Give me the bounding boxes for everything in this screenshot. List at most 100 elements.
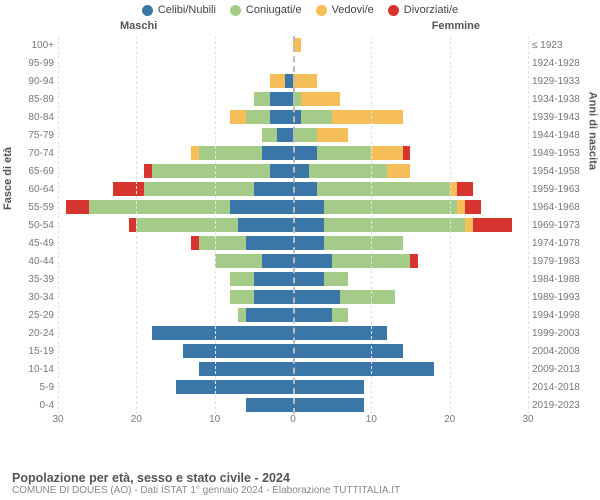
population-pyramid-chart: 100+≤ 192395-991924-192890-941929-193385…	[0, 36, 600, 428]
female-bar	[293, 290, 528, 304]
x-axis: 3020100102030	[14, 414, 586, 428]
female-bar	[293, 200, 528, 214]
bar-segment	[324, 218, 465, 232]
bar-segment	[293, 182, 317, 196]
age-row: 30-341989-1993	[14, 288, 586, 306]
male-bar	[58, 110, 293, 124]
male-bar	[58, 182, 293, 196]
bar-segment	[324, 200, 457, 214]
legend: Celibi/NubiliConiugati/eVedovi/eDivorzia…	[0, 0, 600, 20]
bar-segment	[199, 146, 262, 160]
male-bar	[58, 272, 293, 286]
bar-segment	[254, 290, 293, 304]
age-label: 85-89	[14, 94, 58, 105]
age-row: 90-941929-1933	[14, 72, 586, 90]
female-bar	[293, 272, 528, 286]
age-row: 70-741949-1953	[14, 144, 586, 162]
bar-segment	[293, 272, 324, 286]
male-bar	[58, 380, 293, 394]
bar-row	[58, 290, 528, 304]
bar-segment	[262, 254, 293, 268]
age-row: 60-64 1959-1963	[14, 180, 586, 198]
bar-segment	[254, 92, 270, 106]
bar-segment	[332, 254, 410, 268]
birth-year-label: 1964-1968	[528, 202, 586, 213]
female-bar	[293, 398, 528, 412]
male-bar	[58, 164, 293, 178]
bar-segment	[293, 164, 309, 178]
chart-footer: Popolazione per età, sesso e stato civil…	[12, 471, 588, 496]
bar-segment	[293, 38, 301, 52]
bar-segment	[199, 362, 293, 376]
bar-segment	[89, 200, 230, 214]
chart-title: Popolazione per età, sesso e stato civil…	[12, 471, 588, 485]
legend-swatch	[316, 5, 327, 16]
birth-year-label: 1969-1973	[528, 220, 586, 231]
bar-segment	[293, 236, 324, 250]
birth-year-label: 1984-1988	[528, 274, 586, 285]
female-bar	[293, 362, 528, 376]
bar-segment	[144, 164, 152, 178]
bar-segment	[293, 308, 332, 322]
legend-swatch	[230, 5, 241, 16]
bar-segment	[450, 182, 458, 196]
birth-year-label: 1979-1983	[528, 256, 586, 267]
male-bar	[58, 218, 293, 232]
chart-subtitle: COMUNE DI DOUES (AO) - Dati ISTAT 1° gen…	[12, 485, 588, 496]
age-row: 15-192004-2008	[14, 342, 586, 360]
legend-item: Coniugati/e	[230, 4, 302, 16]
age-label: 55-59	[14, 202, 58, 213]
bar-segment	[152, 326, 293, 340]
male-bar	[58, 74, 293, 88]
female-bar	[293, 92, 528, 106]
bar-segment	[293, 218, 324, 232]
age-label: 25-29	[14, 310, 58, 321]
male-bar	[58, 56, 293, 70]
bar-segment	[387, 164, 411, 178]
bar-row	[58, 272, 528, 286]
age-label: 45-49	[14, 238, 58, 249]
bar-segment	[457, 182, 473, 196]
female-bar	[293, 236, 528, 250]
bar-row	[58, 398, 528, 412]
age-label: 90-94	[14, 76, 58, 87]
bar-segment	[293, 200, 324, 214]
bar-segment	[144, 182, 254, 196]
birth-year-label: 1994-1998	[528, 310, 586, 321]
male-bar	[58, 38, 293, 52]
birth-year-label: 1959-1963	[528, 184, 586, 195]
birth-year-label: 2009-2013	[528, 364, 586, 375]
female-bar	[293, 38, 528, 52]
age-label: 60-64	[14, 184, 58, 195]
bar-segment	[324, 236, 402, 250]
bar-segment	[332, 308, 348, 322]
bar-segment	[465, 218, 473, 232]
male-bar	[58, 254, 293, 268]
bar-segment	[340, 290, 395, 304]
header-male: Maschi	[120, 20, 157, 32]
age-label: 80-84	[14, 112, 58, 123]
age-row: 50-541969-1973	[14, 216, 586, 234]
female-bar	[293, 344, 528, 358]
bar-row	[58, 236, 528, 250]
x-tick-container: 3020100102030	[58, 414, 528, 428]
bar-segment	[246, 308, 293, 322]
female-bar	[293, 74, 528, 88]
bar-row	[58, 182, 528, 196]
age-label: 75-79	[14, 130, 58, 141]
age-row: 35-391984-1988	[14, 270, 586, 288]
bar-segment	[317, 146, 372, 160]
age-label: 95-99	[14, 58, 58, 69]
bar-segment	[270, 164, 294, 178]
birth-year-label: ≤ 1923	[528, 40, 586, 51]
x-tick-label: 0	[290, 414, 296, 425]
age-row: 45-491974-1978	[14, 234, 586, 252]
bar-segment	[403, 146, 411, 160]
legend-label: Divorziati/e	[404, 4, 458, 16]
bar-row	[58, 56, 528, 70]
bar-segment	[371, 146, 402, 160]
age-row: 55-59 1964-1968	[14, 198, 586, 216]
bar-segment	[262, 146, 293, 160]
legend-label: Celibi/Nubili	[158, 4, 216, 16]
bar-row	[58, 380, 528, 394]
